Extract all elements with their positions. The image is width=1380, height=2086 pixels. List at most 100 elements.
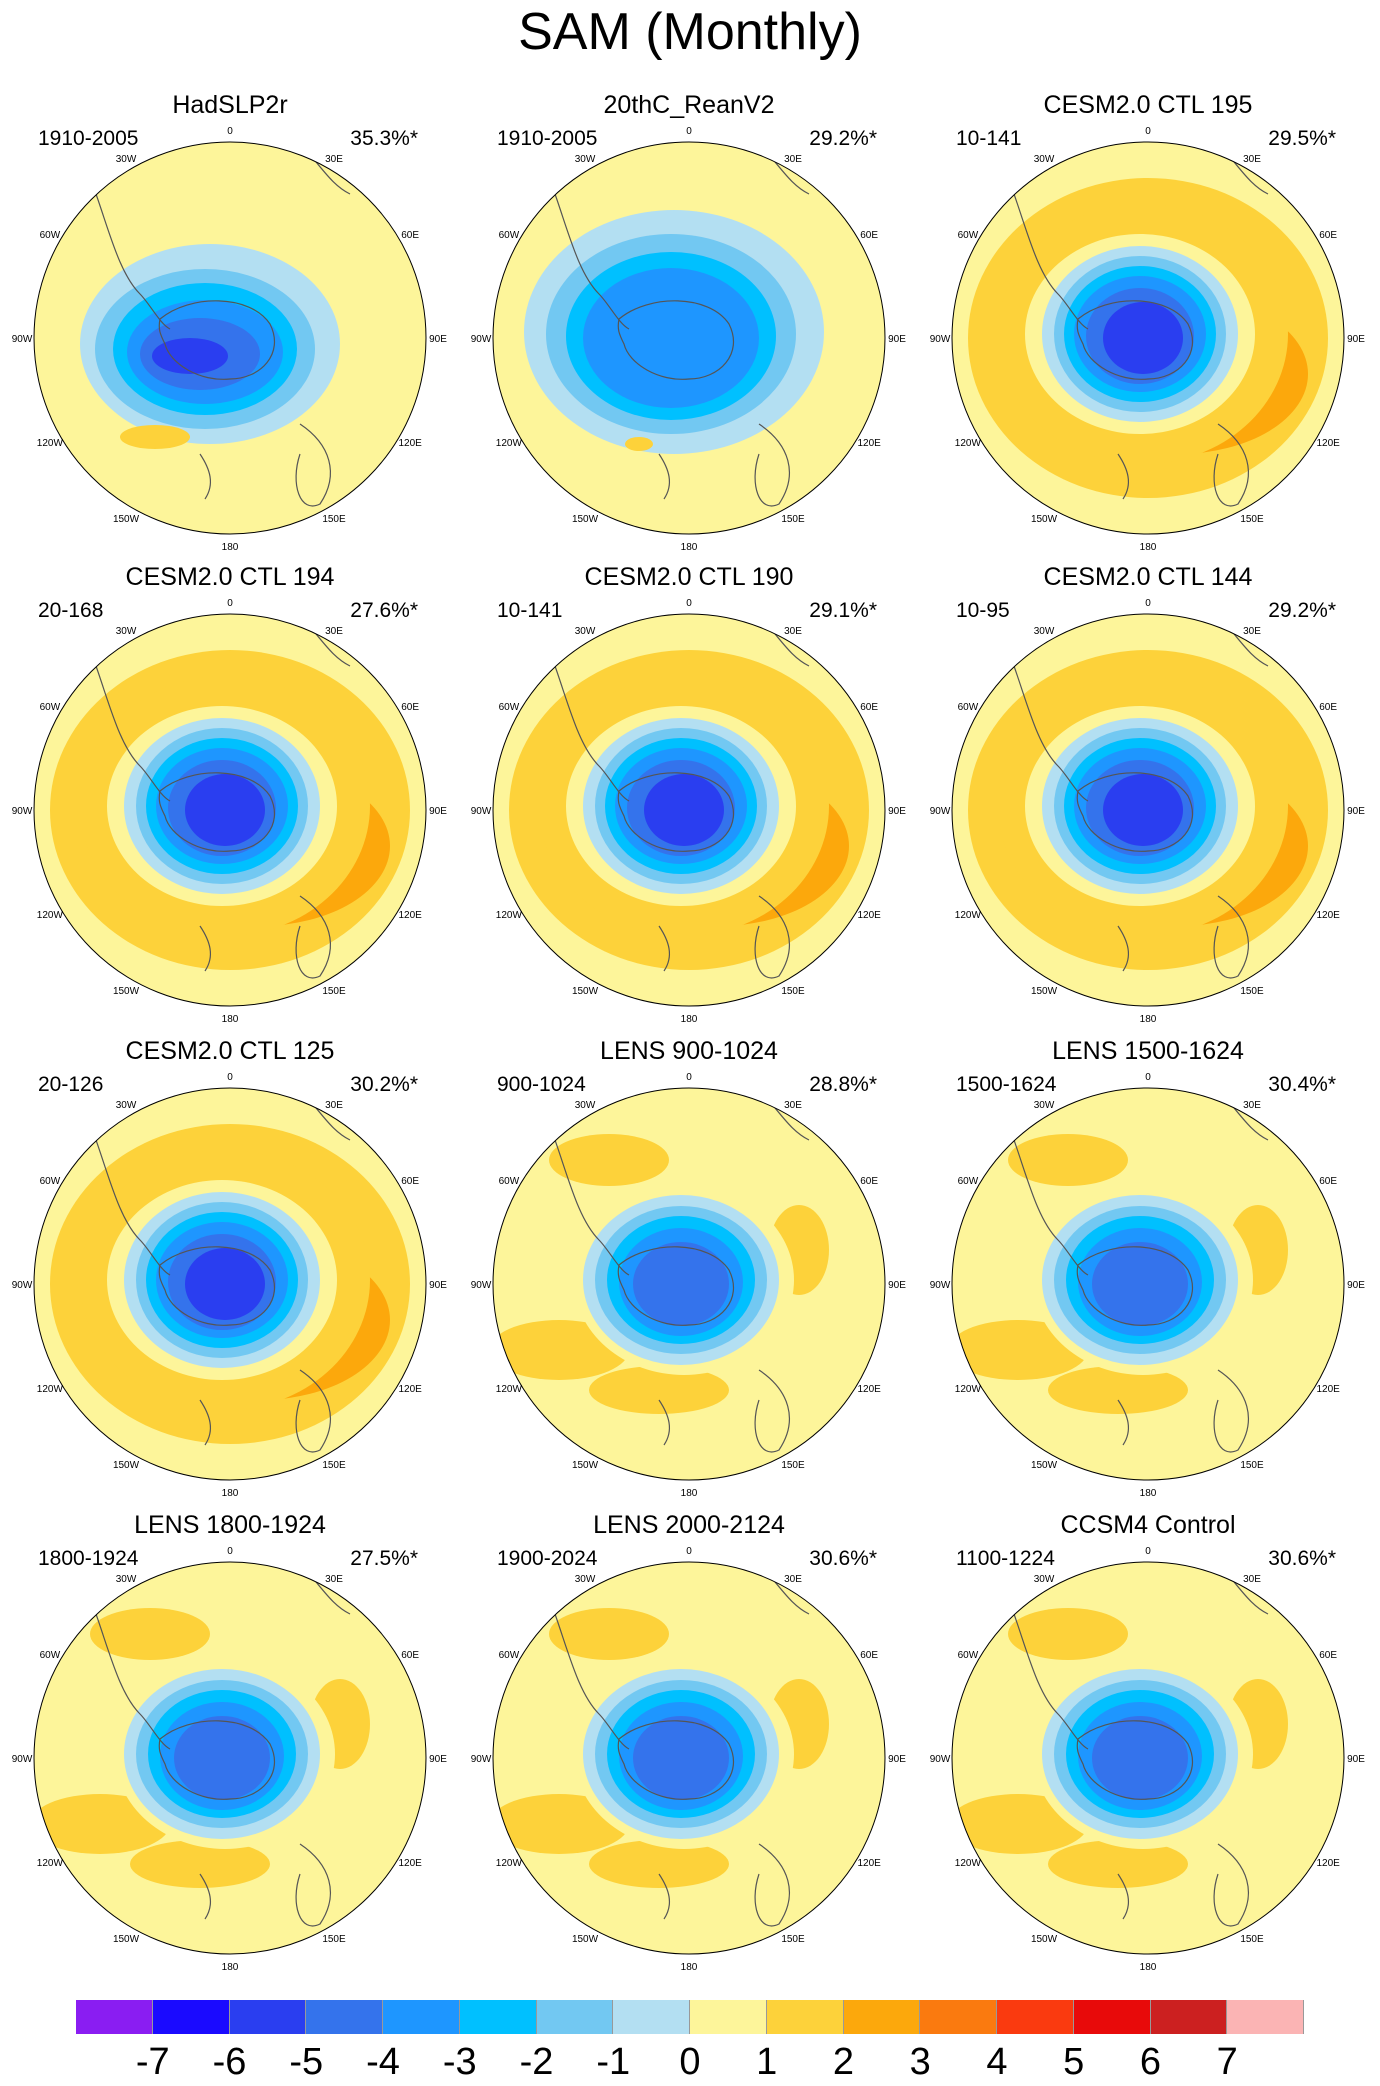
longitude-label: 60W: [40, 702, 61, 713]
colorbar-cell: [459, 2000, 537, 2034]
longitude-label: 90E: [429, 1754, 447, 1765]
longitude-label: 180: [1140, 542, 1157, 553]
longitude-label: 90W: [930, 1754, 951, 1765]
colorbar-label: -1: [596, 2041, 631, 2083]
longitude-label: 60E: [1319, 702, 1337, 713]
longitude-label: 0: [686, 1072, 692, 1083]
map-boundary: [492, 1561, 886, 1955]
longitude-label: 180: [681, 1014, 698, 1025]
longitude-label: 90E: [888, 334, 906, 345]
longitude-label: 0: [686, 598, 692, 609]
longitude-label: 120E: [1316, 910, 1340, 921]
colorbar-cell: [1073, 2000, 1151, 2034]
panel-variance: 30.6%*: [1268, 1547, 1336, 1570]
contour-region: [493, 1794, 629, 1854]
map-panel: CESM2.0 CTL 190 0 30E 60E 90E 120E 150E 180 150W…: [459, 562, 919, 1036]
longitude-label: 0: [686, 1546, 692, 1557]
panel-variance: 29.2%*: [809, 127, 877, 150]
longitude-label: 30W: [116, 1574, 137, 1585]
longitude-label: 60E: [401, 1650, 419, 1661]
panel-period: 1910-2005: [497, 127, 598, 150]
longitude-label: 90E: [888, 806, 906, 817]
longitude-label: 180: [681, 1962, 698, 1973]
longitude-label: 0: [1145, 1546, 1151, 1557]
longitude-label: 150E: [781, 1934, 805, 1945]
longitude-label: 150W: [1031, 1934, 1058, 1945]
longitude-label: 90W: [12, 1754, 33, 1765]
panel-variance: 27.6%*: [350, 599, 418, 622]
longitude-label: 90W: [12, 1280, 33, 1291]
longitude-label: 30E: [784, 154, 802, 165]
contour-region: [1048, 1366, 1188, 1414]
longitude-label: 30W: [116, 154, 137, 165]
longitude-label: 120E: [857, 1858, 881, 1869]
longitude-label: 30E: [325, 1574, 343, 1585]
longitude-label: 60E: [401, 230, 419, 241]
map-boundary: [951, 1561, 1345, 1955]
longitude-label: 30W: [116, 626, 137, 637]
longitude-label: 120E: [398, 1384, 422, 1395]
longitude-label: 120W: [955, 438, 982, 449]
longitude-label: 120E: [857, 910, 881, 921]
longitude-label: 30E: [784, 1100, 802, 1111]
longitude-label: 90W: [12, 806, 33, 817]
longitude-label: 120W: [955, 1858, 982, 1869]
longitude-label: 30E: [784, 1574, 802, 1585]
longitude-label: 90E: [429, 806, 447, 817]
colorbar-cell: [997, 2000, 1074, 2034]
map-boundary: [951, 613, 1345, 1007]
colorbar-label: 4: [986, 2041, 1008, 2083]
colorbar-cell: [229, 2000, 307, 2034]
longitude-label: 150E: [322, 1934, 346, 1945]
contour-region: [493, 1320, 629, 1380]
longitude-label: 30W: [1034, 154, 1055, 165]
colorbar-label: 3: [909, 2041, 931, 2083]
panel-variance: 29.2%*: [1268, 599, 1336, 622]
colorbar-label: -7: [135, 2041, 170, 2083]
map-boundary: [951, 1087, 1345, 1481]
longitude-label: 180: [222, 542, 239, 553]
colorbar-cell: [76, 2000, 153, 2034]
map-panel: HadSLP2r 0 30E 60E 90E 120E 150E 180 150W 120W 90W…: [0, 90, 460, 564]
longitude-label: 60W: [958, 1176, 979, 1187]
longitude-label: 90W: [471, 1754, 492, 1765]
longitude-label: 180: [1140, 1962, 1157, 1973]
contour-region: [1092, 1716, 1188, 1800]
longitude-label: 150E: [322, 1460, 346, 1471]
longitude-label: 60W: [40, 1176, 61, 1187]
panel-title: CESM2.0 CTL 144: [1043, 563, 1253, 591]
panel-variance: 30.4%*: [1268, 1073, 1336, 1096]
longitude-label: 0: [686, 126, 692, 137]
contour-region: [174, 1716, 270, 1800]
longitude-label: 60W: [499, 230, 520, 241]
longitude-label: 150W: [1031, 1460, 1058, 1471]
contour-region: [549, 1134, 669, 1186]
longitude-label: 180: [681, 542, 698, 553]
map-boundary: [33, 613, 427, 1007]
map-boundary: [492, 613, 886, 1007]
longitude-label: 150E: [322, 986, 346, 997]
longitude-label: 30E: [1243, 154, 1261, 165]
longitude-label: 120W: [496, 1384, 523, 1395]
colorbar-cell: [1150, 2000, 1228, 2034]
polar-map: 0 30E 60E 90E 120E 150E 180 150W 120W 90W 60W 30W: [12, 1546, 448, 1973]
longitude-label: 0: [227, 598, 233, 609]
contour-region: [185, 1248, 265, 1320]
longitude-label: 30E: [325, 626, 343, 637]
contour-region: [185, 774, 265, 846]
panel-title: CCSM4 Control: [1060, 1511, 1236, 1539]
longitude-label: 120W: [37, 1384, 64, 1395]
map-panel: CESM2.0 CTL 195 0 30E 60E 90E 120E 150E 180 150W…: [918, 90, 1378, 564]
panel-variance: 29.5%*: [1268, 127, 1336, 150]
contour-region: [633, 1242, 729, 1326]
map-boundary: [33, 1561, 427, 1955]
colorbar-cell: [152, 2000, 230, 2034]
figure-title: SAM (Monthly): [518, 3, 862, 61]
longitude-label: 150W: [1031, 986, 1058, 997]
panel-variance: 30.6%*: [809, 1547, 877, 1570]
longitude-label: 90E: [1347, 334, 1365, 345]
longitude-label: 90E: [429, 1280, 447, 1291]
longitude-label: 90W: [471, 806, 492, 817]
longitude-label: 60W: [499, 702, 520, 713]
map-panel: LENS 900-1024 0 30E 60E 90E 120E 150E 180 150W 12…: [459, 1036, 919, 1510]
